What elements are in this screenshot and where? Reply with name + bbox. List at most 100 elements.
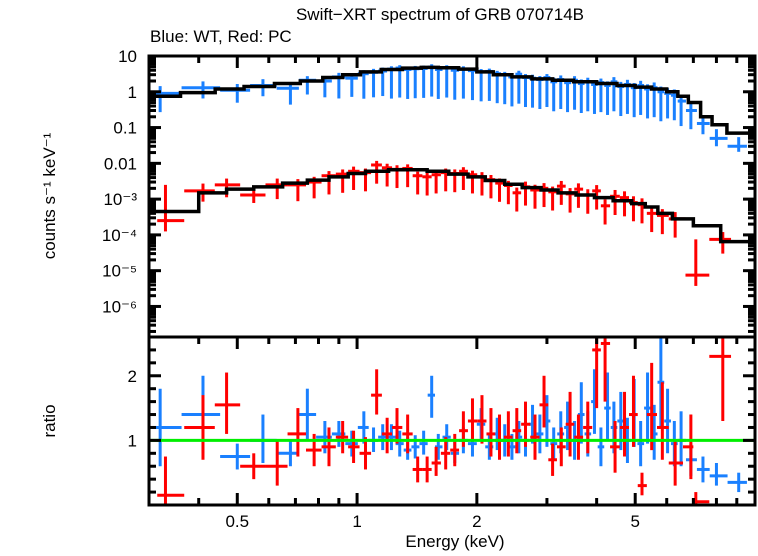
data-point	[335, 421, 349, 454]
data-point	[683, 414, 694, 480]
data-point	[677, 94, 686, 127]
data-point	[592, 337, 601, 409]
data-point	[556, 427, 566, 467]
data-point	[345, 74, 358, 97]
data-point	[411, 65, 420, 99]
data-point	[392, 408, 403, 444]
data-point	[583, 401, 593, 454]
ratio-ylabel: ratio	[40, 404, 59, 437]
data-point	[577, 79, 585, 114]
spectrum-panel-frame	[147, 54, 757, 339]
data-point	[151, 86, 182, 113]
data-point	[677, 411, 686, 467]
y-tick-label: 1	[128, 83, 137, 102]
data-point	[335, 169, 349, 193]
spectrum-ylabel: counts s⁻¹ keV⁻¹	[40, 132, 59, 259]
y-tick-label: 0.1	[113, 119, 137, 138]
data-point	[486, 408, 496, 457]
data-point	[411, 435, 420, 459]
data-point	[709, 463, 728, 486]
data-point	[477, 395, 487, 444]
data-point	[157, 456, 185, 505]
data-point	[522, 74, 530, 108]
series-wt	[151, 64, 747, 152]
data-point	[321, 171, 336, 195]
data-point	[644, 84, 651, 119]
data-point	[685, 239, 710, 286]
data-point	[476, 69, 486, 102]
data-point	[422, 172, 432, 196]
data-point	[685, 103, 697, 130]
data-point	[298, 388, 317, 441]
data-point	[664, 388, 671, 454]
data-point	[151, 388, 182, 467]
x-tick-label: 5	[630, 512, 639, 531]
data-point	[610, 421, 620, 473]
data-point	[240, 453, 266, 480]
chart-subtitle: Blue: WT, Red: PC	[150, 27, 292, 46]
data-point	[276, 440, 299, 467]
data-point	[265, 440, 288, 486]
data-point	[591, 80, 598, 114]
data-point	[427, 375, 435, 418]
data-point	[359, 437, 372, 470]
ratio-panel: 1 2 ratio	[40, 335, 757, 507]
data-point	[512, 408, 522, 454]
x-tick-label: 2	[472, 512, 481, 531]
data-point	[530, 414, 540, 460]
y-tick-label: 10⁻⁵	[102, 262, 137, 281]
y-tick-label: 10⁻³	[103, 190, 137, 209]
data-point	[402, 164, 413, 188]
data-point	[709, 337, 732, 421]
data-point	[709, 129, 728, 147]
data-point	[412, 456, 423, 483]
data-point	[431, 170, 441, 194]
data-point	[600, 337, 611, 402]
data-point	[467, 398, 478, 441]
data-point	[486, 174, 496, 199]
data-point	[583, 189, 593, 214]
data-point	[220, 443, 251, 470]
data-point	[459, 167, 468, 190]
data-point	[357, 411, 369, 444]
data-point	[157, 184, 185, 232]
data-point	[450, 67, 460, 100]
data-point	[668, 440, 684, 486]
data-point	[321, 427, 336, 467]
data-point	[459, 66, 468, 99]
data-point	[696, 456, 710, 483]
data-point	[412, 171, 423, 195]
model-line	[149, 168, 755, 244]
data-point	[727, 472, 747, 493]
data-point	[539, 375, 549, 428]
x-tick-label: 0.5	[225, 512, 249, 531]
data-point	[637, 472, 647, 496]
data-point	[628, 375, 638, 447]
data-point	[727, 137, 747, 152]
data-point	[419, 65, 428, 98]
data-point	[550, 77, 558, 112]
data-point	[646, 362, 658, 451]
data-point	[371, 369, 382, 415]
data-point	[646, 207, 658, 233]
data-point	[597, 427, 605, 467]
y-tick-label: 10⁻⁶	[102, 297, 137, 316]
ratio-panel-frame	[147, 335, 757, 507]
data-point	[381, 417, 393, 454]
data-point	[604, 81, 611, 115]
data-point	[184, 395, 215, 460]
data-point	[644, 372, 651, 444]
data-point	[495, 178, 504, 202]
data-point	[604, 372, 611, 441]
y-tick-label: 1	[128, 431, 137, 450]
data-point	[657, 86, 665, 122]
data-point	[536, 76, 544, 110]
x-axis-label: Energy (keV)	[405, 532, 504, 551]
series-pc	[157, 160, 732, 286]
data-point	[287, 408, 307, 457]
data-point	[500, 71, 509, 105]
data-point	[657, 382, 669, 460]
data-point	[348, 166, 360, 190]
data-point	[600, 199, 611, 225]
data-point	[693, 492, 710, 505]
